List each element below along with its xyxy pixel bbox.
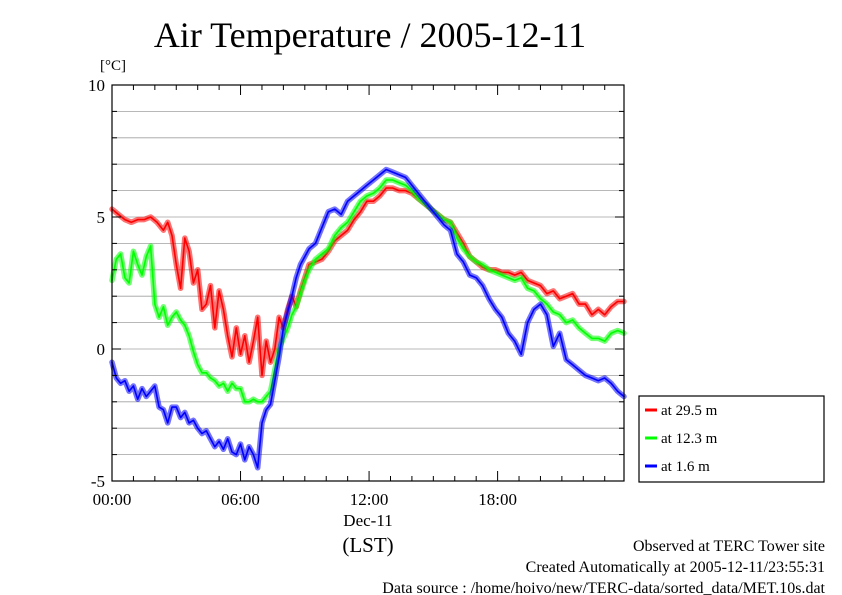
footer-data-source: Data source : /home/hoivo/new/TERC-data/… [382, 580, 825, 595]
series-lines [109, 166, 627, 471]
plot-frame [111, 84, 625, 482]
x-tick-label: 12:00 [350, 490, 389, 509]
series-line-3 [111, 168, 625, 469]
x-tick-label: 00:00 [93, 490, 132, 509]
y-tick-label: -5 [91, 472, 105, 491]
axis-ticks: 10 5 0 -500:00 06:00 12:00 18:00 [88, 76, 624, 509]
legend-label-1: at 29.5 m [661, 403, 718, 419]
legend: at 29.5 m at 12.3 m at 1.6 m [638, 395, 825, 483]
footer-created-time: Created Automatically at 2005-12-11/23:5… [526, 559, 825, 576]
grid-lines [112, 111, 624, 456]
chart-title: Air Temperature / 2005-12-11 [154, 15, 586, 55]
legend-box [638, 395, 825, 483]
legend-label-2: at 12.3 m [661, 431, 718, 447]
y-tick-label: 5 [97, 208, 106, 227]
x-tick-label: 06:00 [221, 490, 260, 509]
series-line-1 [111, 187, 625, 377]
series-band-1 [109, 185, 627, 379]
y-tick-label: 0 [97, 340, 106, 359]
x-tick-label: 18:00 [478, 490, 517, 509]
legend-label-3: at 1.6 m [661, 459, 710, 475]
x-axis-date-label: Dec-11 [343, 511, 392, 530]
x-axis-timezone-label: (LST) [342, 533, 393, 557]
y-tick-label: 10 [88, 76, 105, 95]
y-axis-unit: [°C] [100, 58, 126, 74]
series-line-2 [111, 179, 625, 403]
footer-observed-site: Observed at TERC Tower site [633, 538, 825, 555]
